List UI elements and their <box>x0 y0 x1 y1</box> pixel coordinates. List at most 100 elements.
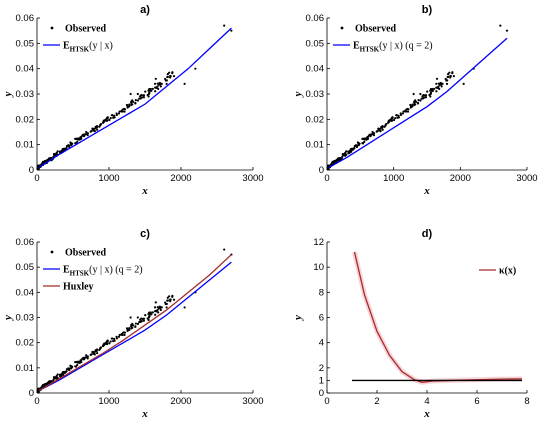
observed-point <box>154 313 157 316</box>
observed-point <box>99 123 102 126</box>
observed-point <box>70 142 73 145</box>
observed-point <box>44 383 47 386</box>
observed-point <box>134 322 137 325</box>
x-axis-label: x <box>141 408 148 420</box>
x-axis-label: x <box>423 408 430 420</box>
observed-point <box>136 316 139 319</box>
observed-point <box>134 99 137 102</box>
y-tick-label: 8 <box>319 287 324 298</box>
observed-point <box>171 295 174 298</box>
observed-point <box>90 353 93 356</box>
observed-point <box>435 90 438 93</box>
observed-point <box>166 72 169 76</box>
observed-point <box>363 140 366 143</box>
y-tick-label: 12 <box>313 237 324 248</box>
observed-point <box>90 129 93 133</box>
observed-point <box>446 79 449 82</box>
observed-point <box>129 316 132 319</box>
panel-title: b) <box>422 4 433 16</box>
observed-point <box>414 100 418 104</box>
observed-point <box>76 361 79 364</box>
observed-point <box>413 100 416 103</box>
y-tick-label: 0.05 <box>16 38 35 49</box>
observed-point <box>340 157 343 160</box>
observed-point <box>74 365 78 368</box>
y-tick-label: 0.05 <box>306 38 325 49</box>
observed-point <box>361 137 364 141</box>
observed-point <box>105 342 108 346</box>
panel-a: 0 1000 2000 3000 0 0.01 0.02 0.03 0.04 0.05 0.06 a)… <box>2 4 264 197</box>
observed-point <box>505 29 509 32</box>
observed-point <box>435 77 439 80</box>
y-tick-label: 1 <box>319 375 324 386</box>
observed-point <box>172 75 176 78</box>
observed-point <box>64 370 67 374</box>
observed-point <box>74 137 77 141</box>
observed-point <box>446 72 450 76</box>
observed-point <box>435 82 438 85</box>
observed-point <box>134 325 137 328</box>
observed-point <box>159 306 162 309</box>
x-tick-label: 6 <box>474 396 479 407</box>
observed-point <box>165 306 168 309</box>
observed-point <box>409 103 412 107</box>
y-tick-label: 0.06 <box>16 13 35 24</box>
observed-point <box>352 147 355 150</box>
observed-point <box>414 103 417 106</box>
observed-point <box>147 95 150 98</box>
observed-point <box>419 99 422 102</box>
x-tick-label: 2000 <box>450 173 471 184</box>
observed-point <box>117 112 121 115</box>
observed-point <box>132 100 135 104</box>
observed-point <box>424 96 428 99</box>
plot-area <box>352 251 523 385</box>
observed-point <box>83 134 86 138</box>
y-tick-label: 4 <box>319 338 324 349</box>
observed-point <box>142 319 145 322</box>
observed-point <box>80 358 83 361</box>
observed-point <box>106 340 109 343</box>
series-line <box>328 37 508 169</box>
observed-point <box>354 144 358 147</box>
y-axis-label: y <box>292 91 304 98</box>
observed-point <box>115 112 118 115</box>
x-axis-label: x <box>141 185 148 197</box>
observed-point <box>363 138 366 141</box>
observed-point <box>142 94 146 97</box>
observed-point <box>165 302 168 306</box>
panel-title: a) <box>140 4 150 16</box>
observed-point <box>155 310 158 313</box>
observed-point <box>46 158 49 161</box>
observed-point <box>131 103 134 106</box>
observed-point <box>341 155 344 158</box>
observed-point <box>123 108 127 111</box>
observed-point <box>85 354 88 357</box>
observed-point <box>169 74 172 78</box>
observed-point <box>151 87 154 90</box>
y-axis-label: y <box>2 315 14 322</box>
observed-point <box>62 371 65 374</box>
observed-point <box>419 92 422 96</box>
legend-label: Observed <box>65 24 107 35</box>
observed-point <box>369 134 372 138</box>
observed-point <box>183 82 186 85</box>
legend-label: Observed <box>355 24 397 35</box>
observed-point <box>96 351 99 355</box>
observed-point <box>327 167 329 170</box>
y-tick-label: 0.01 <box>16 363 35 374</box>
y-tick-label: 0.03 <box>16 313 35 324</box>
observed-point <box>154 301 157 304</box>
observed-point <box>80 137 83 140</box>
observed-point <box>76 363 79 367</box>
observed-point <box>108 342 111 345</box>
panel-title: c) <box>140 228 150 240</box>
series-line <box>38 27 232 169</box>
observed-point <box>436 86 439 89</box>
observed-point <box>136 322 140 326</box>
observed-point <box>121 110 124 113</box>
observed-point <box>345 153 348 156</box>
observed-point <box>118 333 121 337</box>
observed-point <box>140 319 143 323</box>
observed-point <box>169 298 172 301</box>
